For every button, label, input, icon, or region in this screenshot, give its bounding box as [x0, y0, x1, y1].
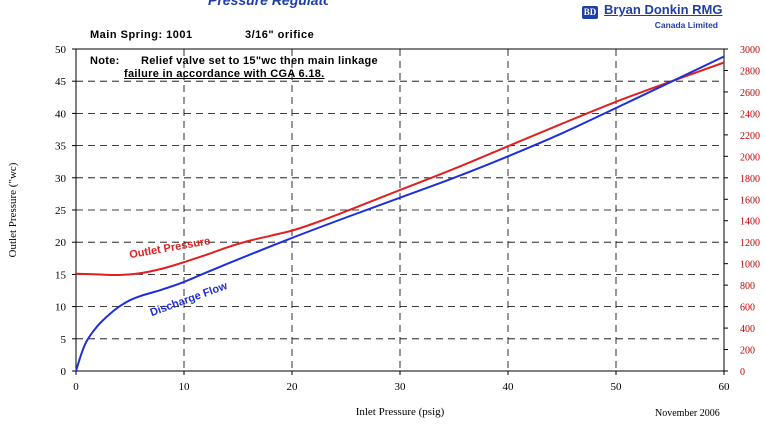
y-tick-label: 5: [61, 334, 67, 346]
y2-tick-label: 1200: [740, 238, 760, 249]
y-tick-label: 50: [55, 44, 67, 56]
note-label: Note:: [90, 55, 120, 67]
y-ticks: 0 5 10 15 20 25 30 35 40 45 50: [55, 44, 76, 378]
x-tick-label: 40: [503, 381, 515, 393]
x-tick-label: 20: [287, 381, 299, 393]
y2-tick-label: 1800: [740, 174, 760, 185]
y2-tick-label: 800: [740, 281, 755, 292]
y2-tick-label: 2000: [740, 152, 760, 163]
y2-tick-label: 3000: [740, 45, 760, 56]
logo-subtitle: Canada Limited: [654, 20, 718, 30]
y2-tick-label: 600: [740, 303, 755, 314]
x-tick-label: 0: [73, 381, 79, 393]
y-tick-label: 0: [61, 366, 67, 378]
x-tick-label: 60: [719, 381, 731, 393]
y2-tick-label: 2400: [740, 109, 760, 120]
y2-tick-label: 1400: [740, 217, 760, 228]
x-tick-label: 30: [395, 381, 407, 393]
x-ticks: 0 10 20 30 40 50 60: [73, 371, 730, 393]
company-logo: BD Bryan Donkin RMG Canada Limited: [582, 0, 732, 34]
y-axis-label: Outlet Pressure ("wc): [7, 162, 19, 257]
y2-tick-label: 1000: [740, 260, 760, 271]
y2-tick-label: 2800: [740, 66, 760, 77]
y-tick-label: 25: [55, 205, 67, 217]
y-tick-label: 45: [55, 76, 67, 88]
y-tick-label: 35: [55, 141, 67, 153]
grid: [76, 49, 724, 371]
note: Note: Relief valve set to 15"wc then main…: [90, 55, 378, 67]
top-strip-text: Pressure Regulator Capacity: [208, 0, 328, 8]
chart-date: November 2006: [655, 408, 720, 419]
main-spring-label: Main Spring: 1001: [90, 29, 193, 41]
discharge-flow-label: Discharge Flow: [149, 280, 230, 319]
top-strip-title: Pressure Regulator Capacity: [208, 0, 328, 10]
y-tick-label: 15: [55, 269, 67, 281]
orifice-label: 3/16" orifice: [245, 29, 315, 41]
y-tick-label: 20: [55, 237, 67, 249]
y2-tick-label: 400: [740, 324, 755, 335]
y2-tick-label: 200: [740, 346, 755, 357]
series: [75, 55, 725, 372]
y2-ticks: 0 200 400 600 800 1000 1200 1400 1600 1800 2000 220…: [724, 45, 760, 378]
logo-name: Bryan Donkin RMG: [604, 2, 723, 17]
x-tick-label: 10: [179, 381, 191, 393]
y-tick-label: 30: [55, 173, 67, 185]
y-tick-label: 10: [55, 302, 67, 314]
y2-tick-label: 0: [740, 367, 745, 378]
x-axis-label: Inlet Pressure (psig): [356, 406, 445, 418]
y-tick-label: 40: [55, 108, 67, 120]
y2-tick-label: 2200: [740, 131, 760, 142]
discharge-flow-line: [75, 55, 725, 372]
logo-mark-icon: BD: [582, 6, 598, 19]
y2-tick-label: 2600: [740, 88, 760, 99]
outlet-pressure-line: [75, 61, 725, 277]
y2-tick-label: 1600: [740, 195, 760, 206]
note-line2: failure in accordance with CGA 6.18.: [124, 68, 325, 80]
note-line1: Relief valve set to 15"wc then main link…: [141, 55, 378, 67]
x-tick-label: 50: [611, 381, 623, 393]
